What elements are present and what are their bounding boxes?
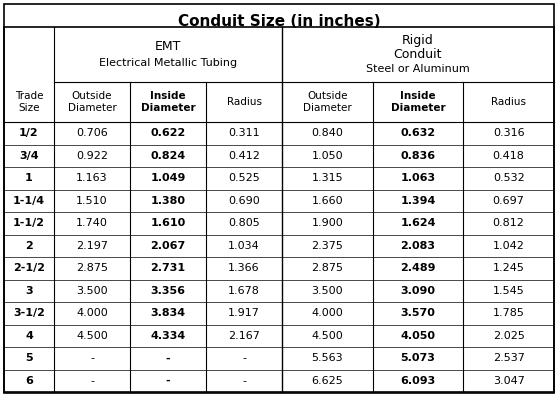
Text: 1-1/2: 1-1/2 xyxy=(13,218,45,228)
Text: Outside
Diameter: Outside Diameter xyxy=(303,91,352,113)
Text: 0.311: 0.311 xyxy=(228,128,260,138)
Text: 0.418: 0.418 xyxy=(493,151,525,161)
Text: 1.049: 1.049 xyxy=(150,173,186,183)
Text: Inside
Diameter: Inside Diameter xyxy=(391,91,445,113)
Text: -: - xyxy=(90,376,94,386)
Text: 0.836: 0.836 xyxy=(401,151,436,161)
Text: -: - xyxy=(166,376,170,386)
Text: 0.622: 0.622 xyxy=(150,128,186,138)
Text: EMT: EMT xyxy=(155,40,181,53)
Text: 1.042: 1.042 xyxy=(493,241,525,251)
Text: 1.660: 1.660 xyxy=(311,196,343,206)
Text: Radius: Radius xyxy=(491,97,526,107)
Text: 0.316: 0.316 xyxy=(493,128,525,138)
Text: 1.050: 1.050 xyxy=(311,151,343,161)
Text: 0.805: 0.805 xyxy=(228,218,260,228)
Text: 3.090: 3.090 xyxy=(401,286,435,296)
Text: 2.731: 2.731 xyxy=(151,263,186,273)
Text: 0.706: 0.706 xyxy=(76,128,108,138)
Text: 0.525: 0.525 xyxy=(228,173,260,183)
Text: 0.690: 0.690 xyxy=(228,196,260,206)
Text: 1.163: 1.163 xyxy=(76,173,108,183)
Text: Outside
Diameter: Outside Diameter xyxy=(68,91,117,113)
Text: -: - xyxy=(90,353,94,363)
Text: 3.570: 3.570 xyxy=(401,308,435,318)
Text: 5: 5 xyxy=(25,353,33,363)
Text: Radius: Radius xyxy=(227,97,262,107)
Text: 5.073: 5.073 xyxy=(401,353,435,363)
Text: 3.834: 3.834 xyxy=(151,308,186,318)
Text: 2-1/2: 2-1/2 xyxy=(13,263,45,273)
Text: 4.000: 4.000 xyxy=(76,308,108,318)
Text: 1.785: 1.785 xyxy=(493,308,525,318)
Text: 1.610: 1.610 xyxy=(150,218,186,228)
Text: 4: 4 xyxy=(25,331,33,341)
Text: 0.840: 0.840 xyxy=(311,128,343,138)
Text: 1: 1 xyxy=(25,173,33,183)
Text: 2.537: 2.537 xyxy=(493,353,525,363)
Text: 1.034: 1.034 xyxy=(228,241,260,251)
Text: 3-1/2: 3-1/2 xyxy=(13,308,45,318)
Text: 1.545: 1.545 xyxy=(493,286,525,296)
Text: 0.824: 0.824 xyxy=(150,151,186,161)
Text: -: - xyxy=(166,353,170,363)
Text: 2: 2 xyxy=(25,241,33,251)
Text: 3: 3 xyxy=(25,286,33,296)
Text: 2.083: 2.083 xyxy=(401,241,435,251)
Text: 2.025: 2.025 xyxy=(493,331,525,341)
Text: 2.067: 2.067 xyxy=(150,241,186,251)
Text: 2.167: 2.167 xyxy=(228,331,260,341)
Text: 4.334: 4.334 xyxy=(150,331,186,341)
Text: 1.366: 1.366 xyxy=(228,263,260,273)
Text: 2.875: 2.875 xyxy=(76,263,108,273)
Text: 1.624: 1.624 xyxy=(400,218,436,228)
Text: 1.394: 1.394 xyxy=(400,196,436,206)
Text: 0.532: 0.532 xyxy=(493,173,525,183)
Text: 1.315: 1.315 xyxy=(311,173,343,183)
Text: 3.500: 3.500 xyxy=(76,286,108,296)
Text: 1.063: 1.063 xyxy=(401,173,436,183)
Text: 1-1/4: 1-1/4 xyxy=(13,196,45,206)
Text: 1.380: 1.380 xyxy=(151,196,185,206)
Text: 5.563: 5.563 xyxy=(311,353,343,363)
Text: 2.489: 2.489 xyxy=(400,263,436,273)
Text: 0.922: 0.922 xyxy=(76,151,108,161)
Text: 0.632: 0.632 xyxy=(401,128,436,138)
Text: 4.500: 4.500 xyxy=(76,331,108,341)
Text: Inside
Diameter: Inside Diameter xyxy=(141,91,195,113)
Text: 4.500: 4.500 xyxy=(311,331,343,341)
Text: Conduit: Conduit xyxy=(394,48,442,61)
Text: 6: 6 xyxy=(25,376,33,386)
Text: 3/4: 3/4 xyxy=(19,151,39,161)
Text: 6.625: 6.625 xyxy=(311,376,343,386)
Text: Steel or Aluminum: Steel or Aluminum xyxy=(366,64,470,73)
Text: 0.697: 0.697 xyxy=(493,196,525,206)
Text: 1.245: 1.245 xyxy=(493,263,525,273)
FancyBboxPatch shape xyxy=(4,4,554,393)
Text: 6.093: 6.093 xyxy=(401,376,436,386)
Text: 0.412: 0.412 xyxy=(228,151,260,161)
Text: 2.875: 2.875 xyxy=(311,263,343,273)
Text: 1.900: 1.900 xyxy=(311,218,343,228)
Text: Trade
Size: Trade Size xyxy=(15,91,44,113)
Text: 1.917: 1.917 xyxy=(228,308,260,318)
Text: 4.000: 4.000 xyxy=(311,308,343,318)
Text: 1/2: 1/2 xyxy=(19,128,39,138)
Text: 2.197: 2.197 xyxy=(76,241,108,251)
Text: -: - xyxy=(242,376,246,386)
Text: 0.812: 0.812 xyxy=(493,218,525,228)
Text: -: - xyxy=(242,353,246,363)
Text: Electrical Metallic Tubing: Electrical Metallic Tubing xyxy=(99,58,237,67)
Text: 3.500: 3.500 xyxy=(311,286,343,296)
Text: 4.050: 4.050 xyxy=(401,331,435,341)
Text: 3.356: 3.356 xyxy=(151,286,185,296)
Text: 1.740: 1.740 xyxy=(76,218,108,228)
Text: 1.510: 1.510 xyxy=(76,196,108,206)
Text: 3.047: 3.047 xyxy=(493,376,525,386)
Text: Rigid: Rigid xyxy=(402,34,434,47)
Text: Conduit Size (in inches): Conduit Size (in inches) xyxy=(177,14,381,29)
Text: 1.678: 1.678 xyxy=(228,286,260,296)
Text: 2.375: 2.375 xyxy=(311,241,343,251)
